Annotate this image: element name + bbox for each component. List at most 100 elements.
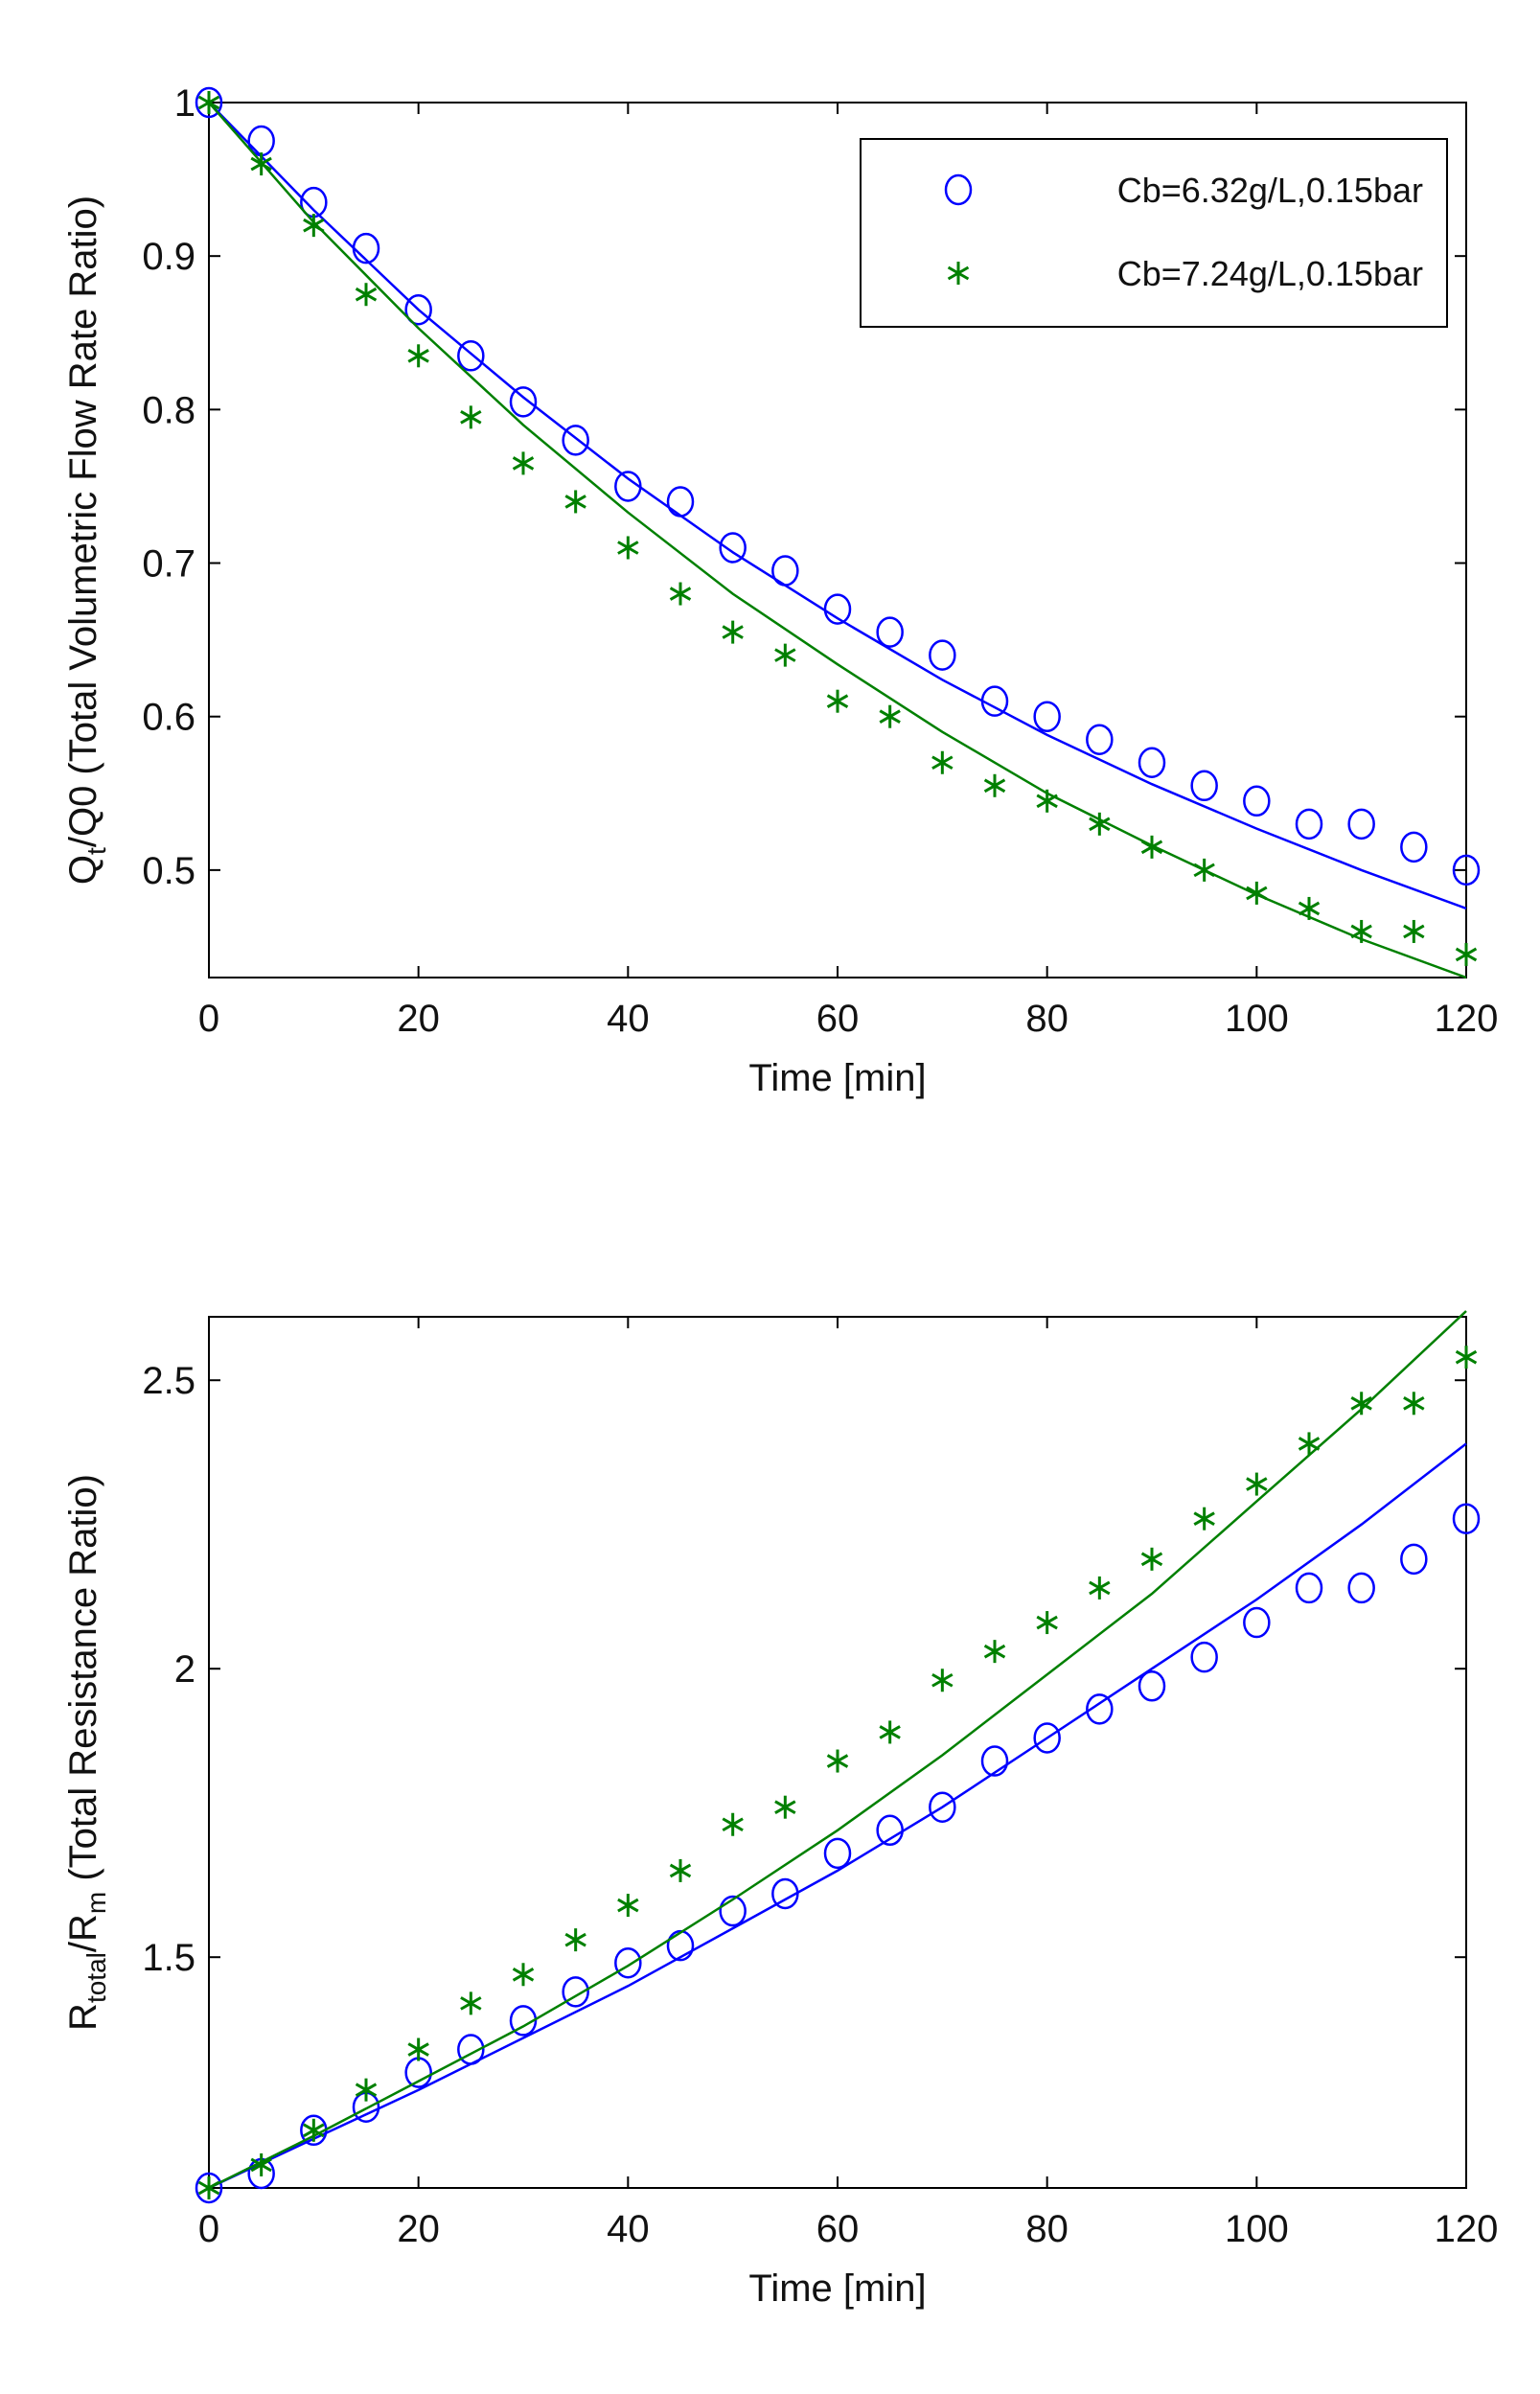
resistance-x-tick-label: 80: [1025, 2208, 1069, 2250]
resistance-series-1-point: [1350, 1392, 1372, 1416]
resistance-series-1-point-stroke: [197, 2180, 220, 2196]
flow-series-1-point-stroke: [774, 648, 796, 662]
resistance-series-0-point: [457, 2034, 485, 2065]
flow-y-axis-title-sub: t: [81, 847, 111, 855]
resistance-series-1-point: [512, 1963, 535, 1987]
flow-series-1-point-stroke: [1350, 924, 1372, 939]
resistance-series-1-point-stroke: [774, 1800, 796, 1814]
resistance-series-1-point-stroke: [355, 2083, 378, 2097]
flow-series-1-point: [931, 750, 954, 774]
flow-series-1-point: [1089, 812, 1111, 836]
resistance-series-1-point: [303, 2118, 325, 2142]
flow-series-0-point: [1295, 808, 1323, 840]
resistance-y-axis-title-main: R: [62, 2003, 104, 2031]
flow-y-tick-label: 0.6: [142, 697, 195, 739]
flow-y-tick-label: 0.7: [142, 543, 195, 586]
resistance-y-axis-title-sub: total: [81, 1952, 111, 2003]
resistance-series-0-point: [666, 1929, 695, 1962]
resistance-series-1-point-stroke: [1350, 1395, 1372, 1411]
resistance-series-1-point-stroke: [669, 1863, 692, 1878]
resistance-series-0-point: [929, 1791, 956, 1823]
resistance-series-1-point: [1140, 1547, 1163, 1571]
flow-series-1-point-stroke: [1089, 817, 1111, 832]
flow-y-tick-label: 0.9: [142, 236, 195, 278]
resistance-series-1-point-stroke: [1193, 1511, 1215, 1526]
flow-series-1-point-stroke: [1403, 924, 1425, 939]
flow-series-0-point: [562, 425, 589, 456]
flow-x-tick-label: 20: [397, 998, 440, 1040]
flow-series-0-point: [771, 555, 799, 587]
resistance-series-1-point: [460, 1991, 482, 2015]
flow-series-0-point: [719, 532, 747, 564]
resistance-x-axis-title: Time [min]: [748, 2267, 926, 2310]
flow-series-0-point: [980, 685, 1009, 717]
legend-marker-asterisk: [947, 262, 970, 285]
flow-series-1-point-stroke: [826, 694, 849, 708]
flow-x-tick-label: 80: [1025, 998, 1069, 1040]
resistance-series-1-point-stroke: [931, 1672, 954, 1688]
resistance-series-0-point: [980, 1745, 1009, 1777]
resistance-series-1-point: [826, 1749, 849, 1773]
flow-series-0-point: [1400, 831, 1428, 863]
flow-series-1-point-stroke: [512, 456, 535, 471]
resistance-series-0-fit-line: [208, 1442, 1467, 2190]
resistance-series-1-point-stroke: [303, 2123, 325, 2138]
resistance-series-1-point-stroke: [1140, 1552, 1163, 1567]
flow-series-1-point: [303, 214, 325, 238]
flow-series-1-point: [407, 344, 429, 368]
resistance-y-tick-label: 2: [174, 1648, 195, 1691]
flow-rate-plot: 0 20 40 60 80 100 120 0.5 0.6 0.7 0.8 0.9 1 Time [min…: [62, 82, 1498, 1099]
flow-x-tick-label: 100: [1225, 998, 1289, 1040]
flow-series-1-point: [564, 490, 586, 514]
flow-y-axis-title-main: Q: [62, 855, 104, 885]
flow-series-0-point: [823, 593, 852, 625]
flow-series-0-point: [876, 616, 904, 648]
resistance-series-0-point: [562, 1976, 589, 2008]
flow-series-0-point: [1347, 808, 1375, 840]
resistance-series-1-point: [1246, 1472, 1268, 1496]
flow-series-1-point-stroke: [669, 587, 692, 601]
resistance-series-1-point: [197, 2176, 220, 2199]
flow-series-1-point: [1193, 858, 1215, 882]
flow-x-tick-label: 0: [198, 998, 219, 1040]
resistance-series-1-point: [250, 2152, 272, 2176]
flow-series-0-point: [1138, 747, 1166, 779]
legend: Cb=6.32g/L,0.15bar Cb=7.24g/L,0.15bar: [860, 138, 1448, 328]
flow-series-1-point-stroke: [617, 541, 639, 555]
flow-series-1-point: [1036, 789, 1058, 813]
flow-series-0-point: [929, 639, 956, 671]
flow-series-1-point: [1140, 835, 1163, 859]
flow-series-1-point-stroke: [564, 495, 586, 509]
resistance-series-1-point: [355, 2078, 378, 2102]
flow-series-0-point: [509, 386, 538, 418]
flow-series-1-point-stroke: [303, 218, 325, 233]
flow-series-0-point: [404, 293, 432, 326]
resistance-series-1-point-stroke: [250, 2157, 272, 2173]
resistance-series-1-point-stroke: [460, 1996, 482, 2011]
flow-series-1-point: [250, 152, 272, 176]
resistance-series-1-fit-line: [208, 1310, 1467, 2190]
resistance-x-tick-label: 60: [816, 2208, 860, 2250]
flow-series-1-point-stroke: [1246, 886, 1268, 901]
resistance-y-axis-title-mid: /R: [62, 1914, 104, 1952]
flow-series-1-point-stroke: [460, 410, 482, 425]
flow-series-0-point: [1452, 854, 1481, 886]
legend-marker-stroke: [947, 265, 970, 281]
resistance-y-axis-title-rest: (Total Resistance Ratio): [62, 1474, 104, 1892]
resistance-series-1-point: [1193, 1507, 1215, 1531]
flow-series-1-point: [617, 536, 639, 560]
flow-series-0-point: [666, 486, 695, 518]
flow-y-axis-title: Qt/Q0 (Total Volumetric Flow Rate Ratio): [62, 196, 111, 885]
resistance-series-1-point-stroke: [1403, 1395, 1425, 1411]
flow-series-1-point-stroke: [1193, 863, 1215, 878]
flow-series-1-point: [1246, 881, 1268, 905]
flow-series-0-point: [614, 471, 642, 502]
flow-series-1-point: [1350, 919, 1372, 943]
resistance-series-0-point: [1452, 1503, 1481, 1534]
resistance-series-1-point: [1455, 1346, 1478, 1370]
flow-y-tick-label: 0.5: [142, 850, 195, 892]
flow-series-1-point-stroke: [879, 709, 901, 725]
resistance-series-0-point: [876, 1814, 904, 1847]
flow-series-1-point-stroke: [931, 755, 954, 771]
resistance-x-tick-label: 0: [198, 2208, 219, 2250]
